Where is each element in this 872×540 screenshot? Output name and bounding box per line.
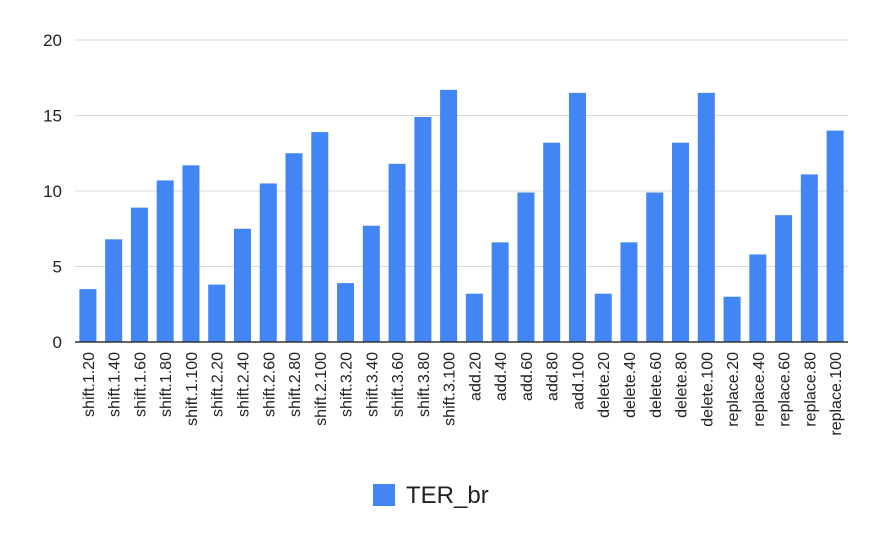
legend[interactable]: TER_br bbox=[373, 482, 489, 509]
bar-replace.20[interactable] bbox=[723, 296, 741, 342]
x-tick-label: add.20 bbox=[467, 352, 484, 401]
x-tick-label: delete.40 bbox=[622, 352, 639, 418]
bar-shift.3.40[interactable] bbox=[362, 225, 380, 342]
x-tick-label: shift.3.100 bbox=[442, 352, 459, 426]
bar-shift.2.20[interactable] bbox=[208, 284, 226, 342]
bar-delete.20[interactable] bbox=[594, 293, 612, 342]
x-tick-label: replace.40 bbox=[751, 352, 768, 427]
x-tick-label: delete.60 bbox=[648, 352, 665, 418]
legend-swatch bbox=[373, 484, 395, 506]
x-tick-label: shift.1.40 bbox=[107, 352, 124, 417]
x-tick-label: add.100 bbox=[570, 352, 587, 410]
bars bbox=[79, 89, 844, 342]
bar-add.60[interactable] bbox=[517, 192, 535, 342]
x-tick-label: shift.3.40 bbox=[364, 352, 381, 417]
bar-shift.2.80[interactable] bbox=[285, 153, 303, 342]
x-tick-label: delete.80 bbox=[674, 352, 691, 418]
x-tick-label: shift.2.40 bbox=[235, 352, 252, 417]
y-tick-label: 0 bbox=[53, 333, 62, 352]
x-tick-label: shift.2.100 bbox=[313, 352, 330, 426]
x-tick-label: shift.2.60 bbox=[261, 352, 278, 417]
bar-shift.1.80[interactable] bbox=[156, 180, 174, 342]
bar-replace.60[interactable] bbox=[775, 215, 793, 342]
bar-delete.40[interactable] bbox=[620, 242, 638, 342]
legend-label: TER_br bbox=[406, 482, 489, 509]
bar-delete.60[interactable] bbox=[646, 192, 664, 342]
x-tick-label: shift.2.20 bbox=[210, 352, 227, 417]
x-tick-label: replace.100 bbox=[828, 352, 845, 436]
bar-shift.3.60[interactable] bbox=[388, 163, 406, 342]
x-tick-label: add.40 bbox=[493, 352, 510, 401]
x-tick-label: shift.3.20 bbox=[339, 352, 356, 417]
x-tick-label: replace.80 bbox=[802, 352, 819, 427]
bar-shift.3.100[interactable] bbox=[440, 89, 458, 342]
x-tick-label: shift.1.20 bbox=[81, 352, 98, 417]
bar-shift.1.20[interactable] bbox=[79, 289, 97, 342]
x-tick-label: replace.20 bbox=[725, 352, 742, 427]
x-tick-label: delete.100 bbox=[699, 352, 716, 427]
bar-add.100[interactable] bbox=[568, 92, 586, 342]
x-tick-label: add.60 bbox=[519, 352, 536, 401]
y-axis-tick-labels: 0 5 10 15 20 bbox=[43, 31, 62, 352]
bar-replace.80[interactable] bbox=[800, 174, 818, 342]
x-tick-label: shift.3.60 bbox=[390, 352, 407, 417]
bar-shift.2.100[interactable] bbox=[311, 132, 329, 342]
bar-shift.3.80[interactable] bbox=[414, 117, 432, 342]
gridlines bbox=[75, 39, 848, 267]
x-tick-label: shift.1.80 bbox=[158, 352, 175, 417]
bar-delete.80[interactable] bbox=[672, 142, 690, 342]
y-tick-label: 20 bbox=[43, 31, 62, 50]
bar-shift.2.60[interactable] bbox=[259, 183, 277, 342]
bar-replace.100[interactable] bbox=[826, 130, 844, 342]
bar-shift.1.100[interactable] bbox=[182, 165, 200, 342]
bar-add.40[interactable] bbox=[491, 242, 509, 342]
bar-shift.1.40[interactable] bbox=[105, 239, 123, 342]
bar-add.80[interactable] bbox=[543, 142, 561, 342]
y-tick-label: 5 bbox=[53, 258, 62, 277]
bar-shift.1.60[interactable] bbox=[130, 207, 148, 342]
x-axis-category-labels: shift.1.20 shift.1.40 shift.1.60 shift.1.80… bbox=[81, 352, 845, 436]
x-tick-label: replace.60 bbox=[777, 352, 794, 427]
bar-shift.3.20[interactable] bbox=[337, 283, 355, 342]
x-tick-label: shift.2.80 bbox=[287, 352, 304, 417]
y-tick-label: 10 bbox=[43, 182, 62, 201]
bar-replace.40[interactable] bbox=[749, 254, 767, 342]
bar-shift.2.40[interactable] bbox=[233, 228, 251, 342]
x-tick-label: delete.20 bbox=[596, 352, 613, 418]
x-tick-label: add.80 bbox=[545, 352, 562, 401]
bar-add.20[interactable] bbox=[465, 293, 483, 342]
x-tick-label: shift.1.100 bbox=[184, 352, 201, 426]
x-tick-label: shift.1.60 bbox=[132, 352, 149, 417]
y-tick-label: 15 bbox=[43, 107, 62, 126]
bar-delete.100[interactable] bbox=[697, 92, 715, 342]
x-tick-label: shift.3.80 bbox=[416, 352, 433, 417]
